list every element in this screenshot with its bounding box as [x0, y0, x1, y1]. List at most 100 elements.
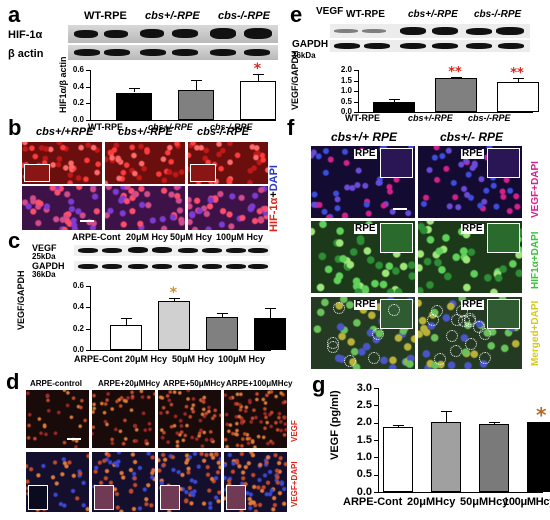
y-tick — [354, 80, 358, 82]
y-tick — [354, 91, 358, 92]
error-cap — [265, 308, 276, 310]
column-label: cbs+/-RPE — [118, 126, 173, 138]
mw-label: 36kDa — [32, 270, 56, 279]
panel-label-f: f — [287, 115, 295, 140]
chart-bar — [527, 421, 550, 492]
column-label: cbs-/-RPE — [197, 126, 249, 138]
y-tick-label: 1.5 — [340, 75, 352, 85]
column-label: cbs+/+ RPE — [331, 130, 398, 144]
error-bar — [196, 80, 197, 90]
group-label: WT-RPE — [84, 10, 127, 22]
y-tick — [86, 286, 90, 287]
y-tick — [354, 112, 358, 113]
zoom-inset — [28, 485, 48, 510]
y-tick — [374, 440, 378, 441]
error-cap — [451, 76, 462, 78]
y-tick-label: 1.0 — [340, 86, 352, 95]
scale-bar — [80, 220, 94, 222]
x-category-label: cbs-/-RPE — [468, 113, 511, 123]
error-cap — [389, 99, 400, 101]
y-tick — [374, 422, 378, 424]
x-category-label: 50μM Hcy — [172, 354, 215, 364]
western-blot-gapdh — [330, 40, 530, 52]
y-tick — [374, 492, 378, 493]
chart-axes — [378, 388, 543, 493]
y-tick-label: 0.0 — [340, 107, 352, 116]
significance-marker: * — [253, 61, 262, 78]
zoom-inset — [190, 164, 216, 182]
error-bar — [394, 99, 395, 102]
chart-bar — [116, 92, 152, 120]
error-bar — [446, 411, 447, 422]
x-category-label: WT-RPE — [88, 122, 123, 132]
y-tick — [86, 328, 90, 330]
chart-axes — [90, 70, 276, 121]
group-label: cbs+/-RPE — [145, 10, 200, 22]
error-cap — [253, 74, 264, 76]
cell-outline — [433, 352, 446, 365]
x-category-label: 20μM Hcy — [125, 354, 168, 364]
western-blot-vegf — [74, 245, 270, 256]
zoom-inset — [487, 223, 520, 253]
column-label: cbs+/- RPE — [440, 130, 504, 144]
cell-outline — [333, 301, 346, 314]
protein-label: VEGF — [32, 243, 57, 253]
group-label: 100μM Hcy — [216, 232, 264, 242]
cell-outline — [455, 305, 468, 318]
error-cap — [393, 424, 404, 426]
inset-label: RPE — [354, 148, 377, 159]
x-category-label: 100μM Hcy — [218, 354, 266, 364]
y-tick-label: 0.0 — [72, 345, 84, 354]
x-category-label: ARPE-Cont — [343, 496, 403, 508]
chart-bar — [240, 80, 276, 120]
column-label: ARPE+20μMHcy — [98, 379, 161, 388]
chart-bar — [479, 424, 509, 492]
panel-label-a: a — [8, 2, 21, 27]
error-bar — [126, 318, 127, 326]
cell-outline — [327, 340, 340, 353]
y-tick-label: 0.2 — [72, 98, 84, 108]
y-tick — [354, 101, 358, 103]
x-category-label: cbs-/-RPE — [210, 122, 253, 132]
y-tick — [86, 103, 90, 105]
panel-label-c: c — [8, 228, 21, 253]
chart-bar — [497, 81, 539, 112]
chart-bar — [254, 318, 286, 350]
western-blot-vegf — [330, 24, 530, 38]
y-tick — [374, 457, 378, 459]
y-tick-label: 2.0 — [340, 65, 352, 74]
cell-outline — [479, 352, 492, 365]
error-cap — [191, 80, 202, 81]
error-cap — [441, 411, 452, 413]
y-tick — [86, 307, 90, 309]
row-label-vegf-dapi: VEGF+DAPI — [290, 461, 299, 507]
y-axis-label: VEGF/GAPDH — [290, 50, 300, 110]
zoom-inset — [487, 299, 520, 329]
row-label: HIF1α+DAPI — [530, 231, 541, 289]
micrograph — [188, 186, 268, 230]
chart-a: 0.0 0.2 0.4 0.6 * — [60, 62, 276, 124]
x-category-label: 20μMHcy — [407, 496, 456, 508]
y-tick-label: 2.5 — [356, 398, 372, 411]
chart-bar — [435, 77, 477, 112]
chart-g: 0.0 0.5 1.0 1.5 2.0 2.5 3.0 * — [357, 382, 550, 497]
cell-outline — [371, 328, 384, 341]
panel-label-b: b — [8, 115, 22, 140]
error-cap — [129, 88, 140, 90]
group-label: 20μM Hcy — [126, 232, 169, 242]
zoom-inset — [226, 485, 246, 510]
cell-outline — [464, 312, 477, 325]
scale-bar — [67, 438, 81, 440]
cell-outline — [446, 330, 459, 343]
cell-outline — [450, 344, 463, 357]
y-tick-label: 0.5 — [340, 96, 352, 106]
error-cap — [169, 297, 180, 299]
chart-bar — [206, 316, 238, 350]
significance-marker: * — [536, 402, 547, 427]
inset-label: RPE — [461, 299, 484, 310]
error-cap — [489, 421, 500, 423]
x-category-label: cbs+/-RPE — [408, 113, 453, 123]
chart-e: 0.0 0.5 1.0 1.5 2.0 ** ** — [332, 65, 539, 116]
zoom-inset — [160, 485, 180, 510]
cell-outline — [479, 328, 492, 341]
